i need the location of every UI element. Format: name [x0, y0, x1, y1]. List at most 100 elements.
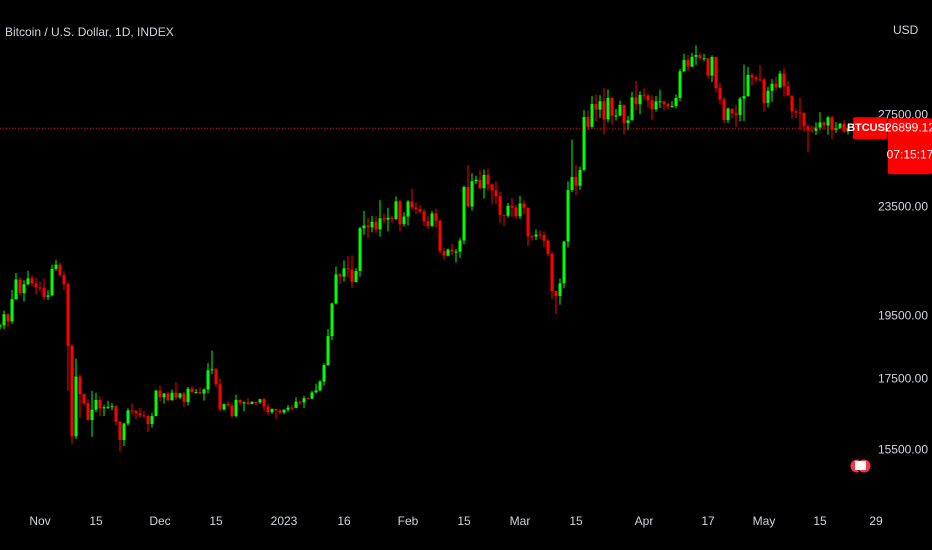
candle-body — [34, 283, 38, 288]
candle-body — [86, 403, 90, 421]
candle-body — [366, 225, 370, 228]
candle-body — [718, 87, 722, 100]
candle-body — [274, 409, 278, 411]
candle-body — [102, 407, 106, 409]
candle-body — [794, 111, 798, 113]
candle-body — [334, 274, 338, 304]
candle-body — [338, 274, 342, 277]
candle-body — [10, 299, 14, 322]
candle-body — [594, 103, 598, 110]
candle-body — [82, 394, 86, 404]
candle-body — [286, 407, 290, 410]
candle-body — [426, 221, 430, 226]
x-tick-label: 2023 — [271, 514, 298, 528]
candle-body — [94, 399, 98, 410]
x-tick-label: 15 — [813, 514, 827, 528]
candle-body — [414, 207, 418, 209]
candle-body — [714, 56, 718, 88]
candle-body — [382, 218, 386, 220]
candle-body — [574, 176, 578, 186]
candle-body — [754, 77, 758, 80]
candle-body — [662, 101, 666, 105]
candle-body — [674, 97, 678, 107]
candle-body — [622, 105, 626, 124]
candle-body — [486, 174, 490, 185]
x-tick-label: 15 — [89, 514, 103, 528]
plot-area — [0, 45, 852, 452]
candle-body — [554, 291, 558, 296]
candle-body — [394, 201, 398, 220]
candle-body — [170, 392, 174, 401]
candle-body — [710, 56, 714, 76]
y-tick-label: 23500.00 — [878, 199, 928, 213]
candle-body — [450, 249, 454, 252]
candle-body — [202, 389, 206, 394]
candle-body — [226, 404, 230, 406]
x-tick-label: May — [753, 514, 776, 528]
y-tick-label: 27500.00 — [878, 108, 928, 122]
candle-body — [50, 268, 54, 296]
candle-body — [246, 402, 250, 405]
candle-body — [558, 283, 562, 296]
candle-body — [722, 99, 726, 121]
candle-body — [330, 303, 334, 337]
candle-body — [646, 95, 650, 101]
candle-body — [62, 275, 66, 285]
x-tick-label: Feb — [398, 514, 419, 528]
candle-body — [74, 376, 78, 437]
x-tick-label: 15 — [209, 514, 223, 528]
candle-body — [378, 218, 382, 230]
candle-body — [738, 98, 742, 115]
candle-body — [774, 83, 778, 88]
candle-body — [802, 112, 806, 127]
candle-body — [458, 240, 462, 252]
candle-body — [158, 390, 162, 398]
candle-body — [218, 384, 222, 410]
candle-body — [730, 108, 734, 114]
candle-body — [614, 115, 618, 117]
price-label: 26899.12 — [885, 120, 932, 134]
candle-body — [702, 58, 706, 60]
candle-body — [610, 97, 614, 116]
candle-body — [242, 402, 246, 404]
candle-body — [678, 71, 682, 98]
candle-body — [282, 409, 286, 413]
candle-body — [814, 127, 818, 131]
candle-body — [434, 213, 438, 221]
candle-body — [490, 184, 494, 191]
candle-body — [410, 201, 414, 208]
candle-body — [230, 405, 234, 417]
candle-body — [454, 251, 458, 253]
candle-body — [310, 392, 314, 399]
candle-body — [442, 251, 446, 256]
candle-body — [114, 406, 118, 422]
candle-body — [254, 402, 258, 404]
x-tick-label: 29 — [869, 514, 883, 528]
candle-body — [470, 181, 474, 207]
candle-body — [734, 113, 738, 115]
candle-body — [262, 399, 266, 407]
candle-body — [58, 264, 62, 276]
candle-body — [514, 207, 518, 217]
candle-body — [250, 402, 254, 405]
candle-body — [630, 97, 634, 121]
candle-body — [278, 410, 282, 413]
candle-body — [642, 94, 646, 96]
candle-body — [590, 103, 594, 127]
axes: 15500.00 17500.00 19500.00 23500.00 27500.00… — [29, 108, 928, 529]
candle-body — [122, 423, 126, 441]
symbol-label: BTCUSD — [847, 122, 893, 134]
candle-body — [686, 60, 690, 67]
y-tick-label: 19500.00 — [878, 308, 928, 322]
candle-body — [198, 392, 202, 394]
candle-body — [750, 74, 754, 78]
currency-label: USD — [893, 23, 919, 37]
candle-body — [822, 122, 826, 126]
candle-body — [166, 393, 170, 401]
candle-body — [842, 123, 846, 132]
candle-body — [174, 392, 178, 398]
candle-body — [66, 284, 70, 346]
candle-body — [406, 201, 410, 217]
candle-body — [654, 101, 658, 110]
